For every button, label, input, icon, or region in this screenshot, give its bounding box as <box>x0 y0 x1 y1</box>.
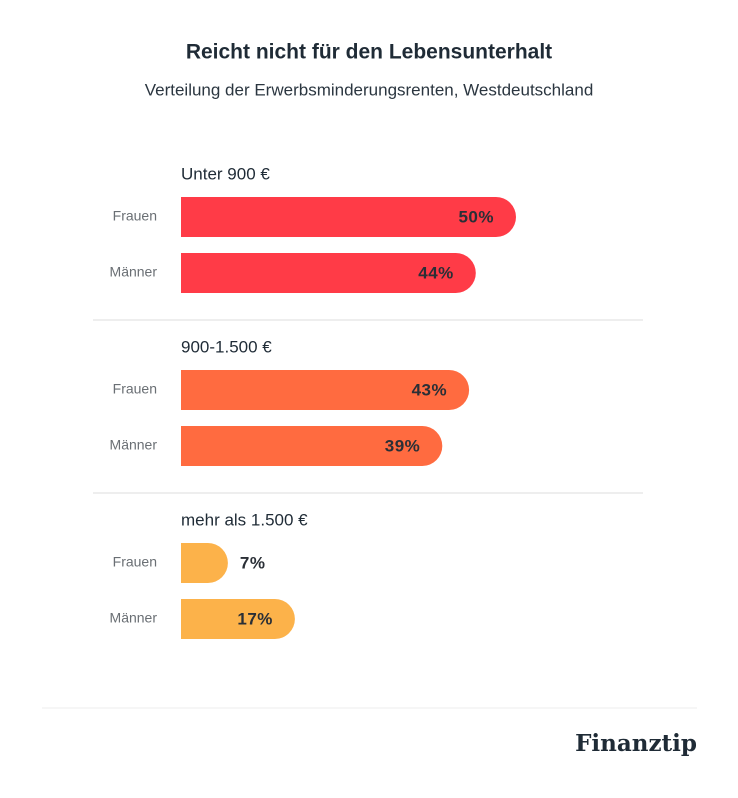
value-label: 44% <box>418 263 454 282</box>
bar <box>180 426 443 466</box>
bar <box>181 543 228 583</box>
bar <box>181 197 516 237</box>
bar <box>181 253 476 293</box>
group-label: Unter 900 € <box>181 164 270 183</box>
category-label: Männer <box>110 610 158 626</box>
category-label: Männer <box>110 264 158 280</box>
category-label: Männer <box>110 437 158 453</box>
value-label: 39% <box>385 436 421 455</box>
chart-title: Reicht nicht für den Lebensunterhalt <box>186 41 552 64</box>
category-label: Frauen <box>113 208 157 224</box>
value-label: 7% <box>240 553 266 572</box>
bar <box>181 599 295 639</box>
value-label: 17% <box>237 609 273 628</box>
category-label: Frauen <box>113 554 157 570</box>
value-label: 43% <box>412 380 448 399</box>
category-label: Frauen <box>113 381 157 397</box>
brand: Finanztip <box>575 730 697 757</box>
bar <box>181 370 470 410</box>
group-label: 900-1.500 € <box>181 337 272 356</box>
chart-subtitle: Verteilung der Erwerbsminderungsrenten, … <box>145 80 594 99</box>
value-label: 50% <box>458 207 494 226</box>
group-label: mehr als 1.500 € <box>181 510 308 529</box>
